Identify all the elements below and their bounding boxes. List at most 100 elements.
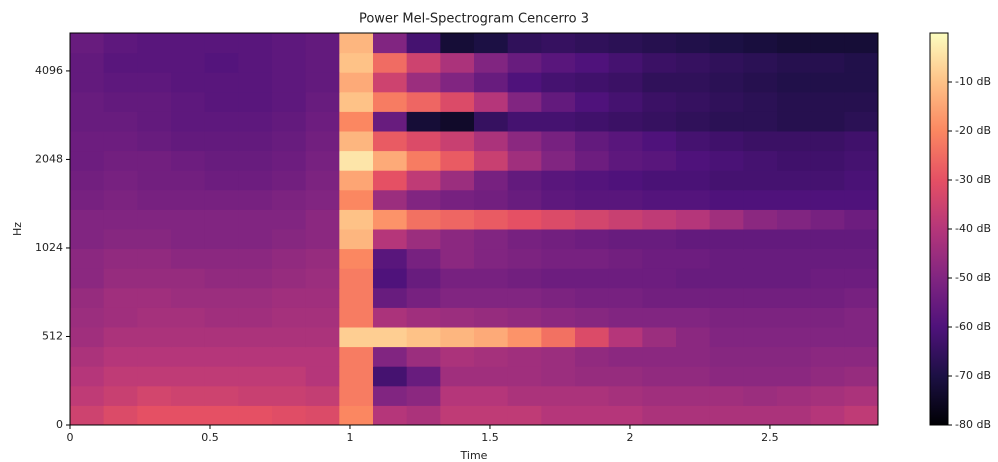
heatmap-cell <box>171 33 206 54</box>
heatmap-cell <box>204 229 239 250</box>
heatmap-cell <box>373 72 408 93</box>
heatmap-cell <box>440 405 475 426</box>
heatmap-cell <box>103 346 138 367</box>
heatmap-cell <box>709 150 744 171</box>
heatmap-cell <box>575 131 610 152</box>
heatmap-cell <box>676 346 711 367</box>
heatmap-cell <box>575 189 610 210</box>
heatmap-cell <box>238 405 273 426</box>
heatmap-cell <box>709 131 744 152</box>
colorbar-tick-label: -10 dB <box>955 75 991 88</box>
heatmap-cell <box>305 307 340 328</box>
heatmap-cell <box>642 111 677 132</box>
heatmap-cell <box>777 385 812 406</box>
heatmap-cell <box>608 33 643 54</box>
heatmap-cell <box>507 268 542 289</box>
heatmap-cell <box>339 385 374 406</box>
heatmap-cell <box>474 385 509 406</box>
heatmap-cell <box>810 91 845 112</box>
heatmap-cell <box>272 268 307 289</box>
heatmap-cell <box>440 111 475 132</box>
heatmap-cell <box>171 52 206 73</box>
heatmap-cell <box>70 405 105 426</box>
heatmap-cell <box>541 346 576 367</box>
heatmap-cell <box>608 189 643 210</box>
heatmap-cell <box>305 150 340 171</box>
heatmap-cell <box>608 248 643 269</box>
heatmap-cell <box>676 33 711 54</box>
heatmap-cell <box>844 111 879 132</box>
heatmap-cell <box>406 72 441 93</box>
heatmap-cell <box>70 91 105 112</box>
heatmap-cell <box>272 248 307 269</box>
heatmap-cell <box>608 327 643 348</box>
heatmap-cell <box>777 268 812 289</box>
heatmap-cell <box>575 170 610 191</box>
heatmap-cell <box>608 209 643 230</box>
x-tick-label: 1 <box>346 431 353 444</box>
heatmap-cell <box>406 33 441 54</box>
heatmap-cell <box>676 405 711 426</box>
heatmap-cell <box>70 287 105 308</box>
heatmap-cell <box>810 72 845 93</box>
heatmap-cell <box>642 366 677 387</box>
heatmap-cell <box>272 150 307 171</box>
heatmap-cell <box>272 287 307 308</box>
heatmap-cell <box>474 150 509 171</box>
heatmap-cell <box>305 268 340 289</box>
heatmap-cell <box>137 229 172 250</box>
heatmap-cell <box>305 91 340 112</box>
heatmap-cell <box>70 385 105 406</box>
heatmap-cell <box>474 366 509 387</box>
heatmap-cell <box>541 209 576 230</box>
heatmap-cell <box>406 346 441 367</box>
colorbar-tick-label: -20 dB <box>955 124 991 137</box>
heatmap-cell <box>642 170 677 191</box>
heatmap-cell <box>137 405 172 426</box>
heatmap-cell <box>137 72 172 93</box>
heatmap-cell <box>474 248 509 269</box>
heatmap-cell <box>339 229 374 250</box>
heatmap-cell <box>676 268 711 289</box>
heatmap-cell <box>575 366 610 387</box>
heatmap-cell <box>743 52 778 73</box>
heatmap-cell <box>171 287 206 308</box>
heatmap-cell <box>608 366 643 387</box>
heatmap-cell <box>474 131 509 152</box>
heatmap-cell <box>103 111 138 132</box>
heatmap-cell <box>406 385 441 406</box>
heatmap-cell <box>709 366 744 387</box>
heatmap-cell <box>642 131 677 152</box>
heatmap-cell <box>844 327 879 348</box>
heatmap-cell <box>743 327 778 348</box>
heatmap-cell <box>844 150 879 171</box>
heatmap-cell <box>171 405 206 426</box>
heatmap-cell <box>541 111 576 132</box>
heatmap-cell <box>575 72 610 93</box>
heatmap-cell <box>743 229 778 250</box>
heatmap-cell <box>777 287 812 308</box>
heatmap-cell <box>440 268 475 289</box>
heatmap-cell <box>440 72 475 93</box>
heatmap-cell <box>137 209 172 230</box>
heatmap-cell <box>406 248 441 269</box>
heatmap-cell <box>474 189 509 210</box>
heatmap-cell <box>339 72 374 93</box>
heatmap-cell <box>844 229 879 250</box>
heatmap-cell <box>541 91 576 112</box>
heatmap-cell <box>171 150 206 171</box>
heatmap-cell <box>70 366 105 387</box>
heatmap-cell <box>238 327 273 348</box>
heatmap-cell <box>238 150 273 171</box>
heatmap-cell <box>642 248 677 269</box>
heatmap-cell <box>575 150 610 171</box>
heatmap-cell <box>171 346 206 367</box>
heatmap-cell <box>238 268 273 289</box>
x-axis-label: Time <box>460 449 488 462</box>
heatmap-cell <box>171 229 206 250</box>
heatmap-cell <box>103 268 138 289</box>
heatmap-cell <box>709 405 744 426</box>
heatmap-cell <box>575 327 610 348</box>
heatmap-cell <box>238 189 273 210</box>
heatmap-cell <box>709 189 744 210</box>
